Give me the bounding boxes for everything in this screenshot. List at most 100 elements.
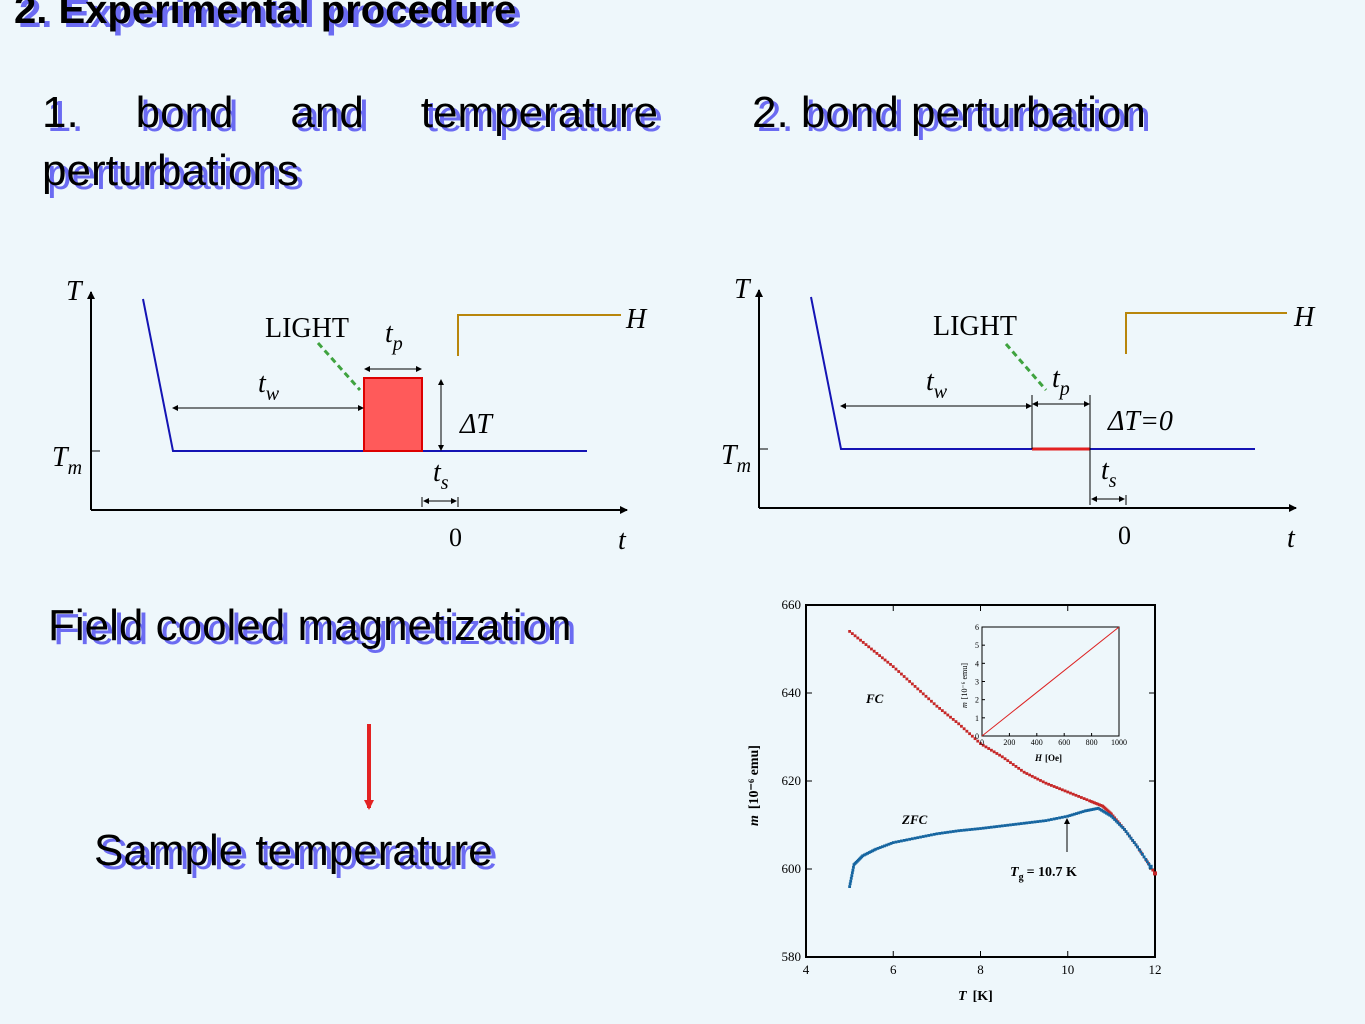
data-point bbox=[965, 828, 969, 832]
data-point bbox=[913, 836, 917, 840]
data-point bbox=[1100, 808, 1103, 812]
data-point bbox=[976, 827, 980, 831]
data-point bbox=[987, 826, 991, 829]
data-point bbox=[897, 840, 901, 843]
data-point bbox=[1082, 797, 1086, 800]
tp-label: tp bbox=[1052, 363, 1070, 400]
data-point bbox=[919, 689, 922, 693]
data-point bbox=[921, 692, 925, 696]
data-point bbox=[1044, 819, 1048, 822]
data-point bbox=[1111, 814, 1115, 818]
data-point bbox=[938, 707, 942, 710]
y-tick-label: 640 bbox=[782, 685, 802, 700]
data-point bbox=[900, 672, 903, 676]
data-point bbox=[864, 852, 868, 856]
data-point bbox=[979, 742, 982, 745]
data-point bbox=[1145, 860, 1149, 864]
data-point bbox=[1068, 814, 1072, 817]
data-point bbox=[887, 842, 891, 846]
x-tick-label: 6 bbox=[890, 962, 897, 977]
data-point bbox=[1144, 857, 1148, 861]
data-point bbox=[1109, 812, 1113, 816]
data-point bbox=[1095, 807, 1099, 811]
tm-label: Tm bbox=[52, 442, 82, 479]
data-point bbox=[970, 827, 974, 831]
data-point bbox=[1114, 819, 1118, 823]
data-point bbox=[864, 643, 868, 646]
delta-t-label: ΔT bbox=[459, 409, 494, 440]
data-point bbox=[1094, 802, 1098, 805]
data-point bbox=[1099, 804, 1103, 807]
data-point bbox=[1083, 809, 1087, 813]
data-point bbox=[869, 850, 873, 854]
data-point bbox=[984, 826, 988, 830]
data-point bbox=[949, 830, 952, 834]
inset-ticks bbox=[981, 626, 1120, 737]
data-point bbox=[1028, 773, 1031, 777]
data-point bbox=[1014, 765, 1018, 768]
field-label: H bbox=[1293, 302, 1316, 333]
data-point bbox=[1039, 779, 1042, 782]
data-point bbox=[1041, 819, 1045, 823]
data-point bbox=[1089, 800, 1093, 803]
data-point bbox=[853, 634, 857, 638]
data-point bbox=[908, 837, 912, 841]
data-point bbox=[886, 660, 890, 664]
inset-y-tick-label: 2 bbox=[975, 696, 979, 705]
y-tick-label: 620 bbox=[782, 773, 802, 788]
data-point bbox=[1047, 782, 1051, 786]
data-point bbox=[1113, 816, 1117, 820]
data-point bbox=[1131, 839, 1135, 842]
data-point bbox=[885, 843, 889, 847]
data-point bbox=[981, 826, 985, 830]
delta-t-label: ΔT=0 bbox=[1107, 406, 1173, 437]
data-point bbox=[1000, 755, 1004, 759]
data-point bbox=[927, 697, 931, 701]
data-point bbox=[861, 641, 865, 644]
data-point bbox=[1113, 818, 1117, 821]
protocol-diagram-bond-only: T t Tm 0 LIGHT tw tp ΔT=0 ts H bbox=[721, 274, 1316, 554]
data-point bbox=[866, 851, 870, 855]
data-point bbox=[848, 885, 852, 888]
inset-chart: 0 200 400 600 800 1000 0 1 2 3 4 5 6 H [Oe] m[10⁻⁶ em… bbox=[960, 623, 1127, 763]
data-point bbox=[1079, 796, 1083, 799]
data-point bbox=[1030, 774, 1034, 778]
data-point bbox=[1014, 822, 1018, 826]
data-point bbox=[1148, 864, 1153, 869]
data-point bbox=[1058, 816, 1061, 820]
data-point bbox=[1009, 761, 1012, 764]
data-point bbox=[878, 654, 882, 657]
data-point bbox=[1103, 810, 1107, 814]
data-point bbox=[1077, 811, 1081, 815]
data-point bbox=[930, 833, 933, 837]
data-point bbox=[924, 694, 928, 698]
data-point bbox=[908, 680, 912, 683]
data-point bbox=[872, 848, 876, 852]
x-tick-label: 12 bbox=[1149, 962, 1162, 977]
field-step-line bbox=[457, 314, 621, 356]
data-point bbox=[849, 879, 853, 883]
ts-label: ts bbox=[1101, 455, 1117, 492]
data-point bbox=[1093, 807, 1097, 811]
inset-y-tick-label: 5 bbox=[975, 641, 979, 650]
data-point bbox=[1025, 821, 1029, 825]
plot-frame bbox=[805, 604, 1156, 958]
data-point bbox=[905, 838, 909, 842]
inset-x-tick-label: 600 bbox=[1058, 738, 1070, 747]
data-point bbox=[867, 645, 871, 649]
page-title: 2. Experimental procedure bbox=[14, 0, 517, 32]
zero-label: 0 bbox=[1118, 521, 1131, 550]
light-pointer bbox=[1004, 343, 1048, 391]
data-point bbox=[1132, 841, 1136, 844]
data-point bbox=[900, 839, 903, 843]
tw-label: tw bbox=[258, 368, 280, 405]
data-point bbox=[995, 752, 999, 755]
data-point bbox=[876, 846, 880, 850]
data-point bbox=[935, 704, 939, 708]
data-point bbox=[878, 846, 882, 849]
data-point bbox=[872, 649, 876, 653]
data-point bbox=[1136, 845, 1139, 849]
data-point bbox=[880, 845, 884, 849]
